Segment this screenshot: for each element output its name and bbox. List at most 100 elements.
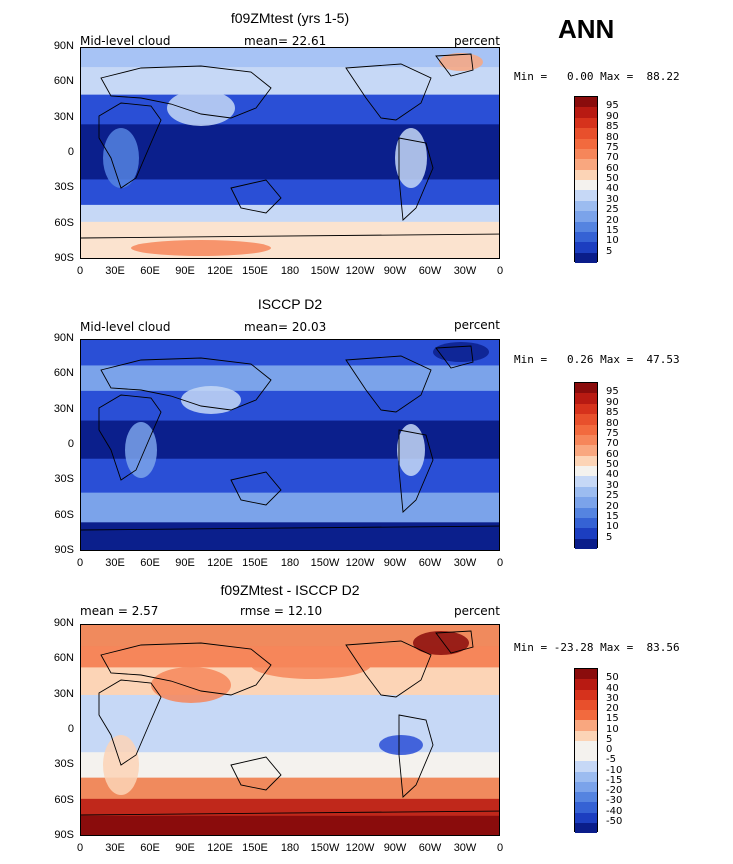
colorbar-segment bbox=[575, 751, 597, 762]
x-tick-label: 30W bbox=[453, 265, 477, 277]
field-feature bbox=[251, 651, 371, 679]
x-tick-label: 0 bbox=[76, 265, 84, 277]
x-tick-label: 120W bbox=[345, 842, 375, 854]
colorbar-segment bbox=[575, 740, 597, 751]
colorbar-segment bbox=[575, 403, 597, 415]
y-tick-label: 30N bbox=[53, 110, 74, 123]
coastline bbox=[81, 233, 499, 239]
y-tick-label: 60N bbox=[53, 367, 74, 380]
colorbar-label: 15 bbox=[606, 510, 619, 522]
x-tick-label: 150W bbox=[310, 557, 340, 569]
colorbar-label: 50 bbox=[606, 459, 619, 470]
y-tick-label: 30N bbox=[53, 687, 74, 700]
mean-label: mean= 22.61 bbox=[244, 34, 327, 48]
field-band bbox=[81, 48, 499, 69]
x-tick-label: 180 bbox=[280, 557, 300, 569]
colorbar-segment bbox=[575, 393, 597, 404]
field-band bbox=[81, 365, 499, 392]
coastline bbox=[230, 471, 282, 506]
units-label: percent bbox=[454, 318, 500, 332]
colorbar-segment bbox=[575, 414, 597, 425]
colorbar-segment bbox=[575, 771, 597, 782]
coastline bbox=[81, 525, 499, 531]
x-tick-label: 60E bbox=[140, 842, 160, 854]
colorbar-segment bbox=[575, 710, 597, 721]
colorbar-label: 5 bbox=[606, 531, 613, 543]
field-band bbox=[81, 67, 499, 96]
field-band bbox=[81, 124, 499, 155]
x-tick-label: 90W bbox=[383, 842, 407, 854]
x-tick-label: 0 bbox=[76, 557, 84, 569]
colorbar-label: 60 bbox=[606, 162, 619, 174]
colorbar-label: 15 bbox=[606, 224, 619, 236]
coastline bbox=[398, 714, 434, 798]
x-tick-label: 30W bbox=[453, 842, 477, 854]
field-band bbox=[81, 752, 499, 779]
coastline bbox=[230, 756, 282, 791]
field-feature bbox=[379, 735, 423, 755]
x-tick-label: 0 bbox=[76, 842, 84, 854]
x-tick-label: 150W bbox=[310, 265, 340, 277]
x-tick-label: 120E bbox=[207, 842, 233, 854]
colorbar-segment bbox=[575, 242, 597, 253]
coastline bbox=[100, 642, 272, 696]
colorbar-segment bbox=[575, 383, 597, 394]
field-feature bbox=[397, 424, 425, 476]
colorbar-label: 10 bbox=[606, 521, 619, 533]
field-band bbox=[81, 492, 499, 524]
minmax-label: Min = -23.28 Max = 83.56 bbox=[514, 641, 680, 654]
colorbar-segment bbox=[575, 221, 597, 232]
colorbar-label: 10 bbox=[606, 235, 619, 247]
colorbar-label: 30 bbox=[606, 193, 619, 205]
y-tick-label: 30S bbox=[54, 473, 74, 486]
colorbar-label: -10 bbox=[606, 764, 623, 776]
colorbar-segment bbox=[575, 792, 597, 803]
x-tick-label: 150E bbox=[242, 265, 268, 277]
colorbar-label: 20 bbox=[606, 703, 619, 714]
colorbar-label: 95 bbox=[606, 100, 619, 112]
colorbar-label: 25 bbox=[606, 490, 619, 502]
colorbar-segment bbox=[575, 761, 597, 772]
colorbar-segment bbox=[575, 822, 597, 833]
x-tick-label: 60E bbox=[140, 265, 160, 277]
colorbar-label: 90 bbox=[606, 396, 619, 408]
colorbar-label: 90 bbox=[606, 110, 619, 122]
x-tick-label: 90W bbox=[383, 265, 407, 277]
colorbar-label: -50 bbox=[606, 815, 623, 827]
colorbar-segment bbox=[575, 781, 597, 792]
units-label: percent bbox=[454, 604, 500, 618]
x-tick-label: 180 bbox=[280, 265, 300, 277]
colorbar-segment bbox=[575, 434, 597, 446]
x-tick-label: 120E bbox=[207, 265, 233, 277]
coastline bbox=[435, 53, 474, 77]
colorbar-label: 10 bbox=[606, 723, 619, 735]
coastline bbox=[230, 179, 282, 214]
colorbar-label: 40 bbox=[606, 682, 619, 694]
colorbar-label: 60 bbox=[606, 448, 619, 460]
coastline bbox=[345, 63, 432, 121]
colorbar-label: 70 bbox=[606, 438, 619, 450]
rmse-label: rmse = 12.10 bbox=[240, 604, 323, 618]
colorbar-label: -30 bbox=[606, 795, 623, 807]
colorbar-label: 75 bbox=[606, 141, 619, 153]
mean-label: mean = 2.57 bbox=[80, 604, 159, 618]
colorbar-label: 20 bbox=[606, 214, 619, 226]
field-band bbox=[81, 390, 499, 422]
x-tick-label: 0 bbox=[496, 557, 504, 569]
x-tick-label: 90E bbox=[175, 557, 195, 569]
y-tick-label: 30N bbox=[53, 402, 74, 415]
y-tick-label: 90S bbox=[54, 252, 74, 264]
y-tick-label: 90S bbox=[54, 829, 74, 841]
x-tick-label: 150E bbox=[242, 557, 268, 569]
x-tick-label: 90W bbox=[383, 557, 407, 569]
coastline bbox=[435, 345, 474, 369]
colorbar-label: 85 bbox=[606, 407, 619, 419]
colorbar-label: -40 bbox=[606, 805, 623, 817]
colorbar-label: -20 bbox=[606, 785, 623, 796]
panel-model: f09ZMtest (yrs 1-5) Mid-level cloud mean… bbox=[0, 8, 733, 298]
y-tick-label: 0 bbox=[67, 723, 74, 735]
y-tick-label: 60S bbox=[54, 508, 74, 521]
x-tick-label: 0 bbox=[496, 842, 504, 854]
colorbar-segment bbox=[575, 669, 597, 680]
colorbar-segment bbox=[575, 689, 597, 700]
